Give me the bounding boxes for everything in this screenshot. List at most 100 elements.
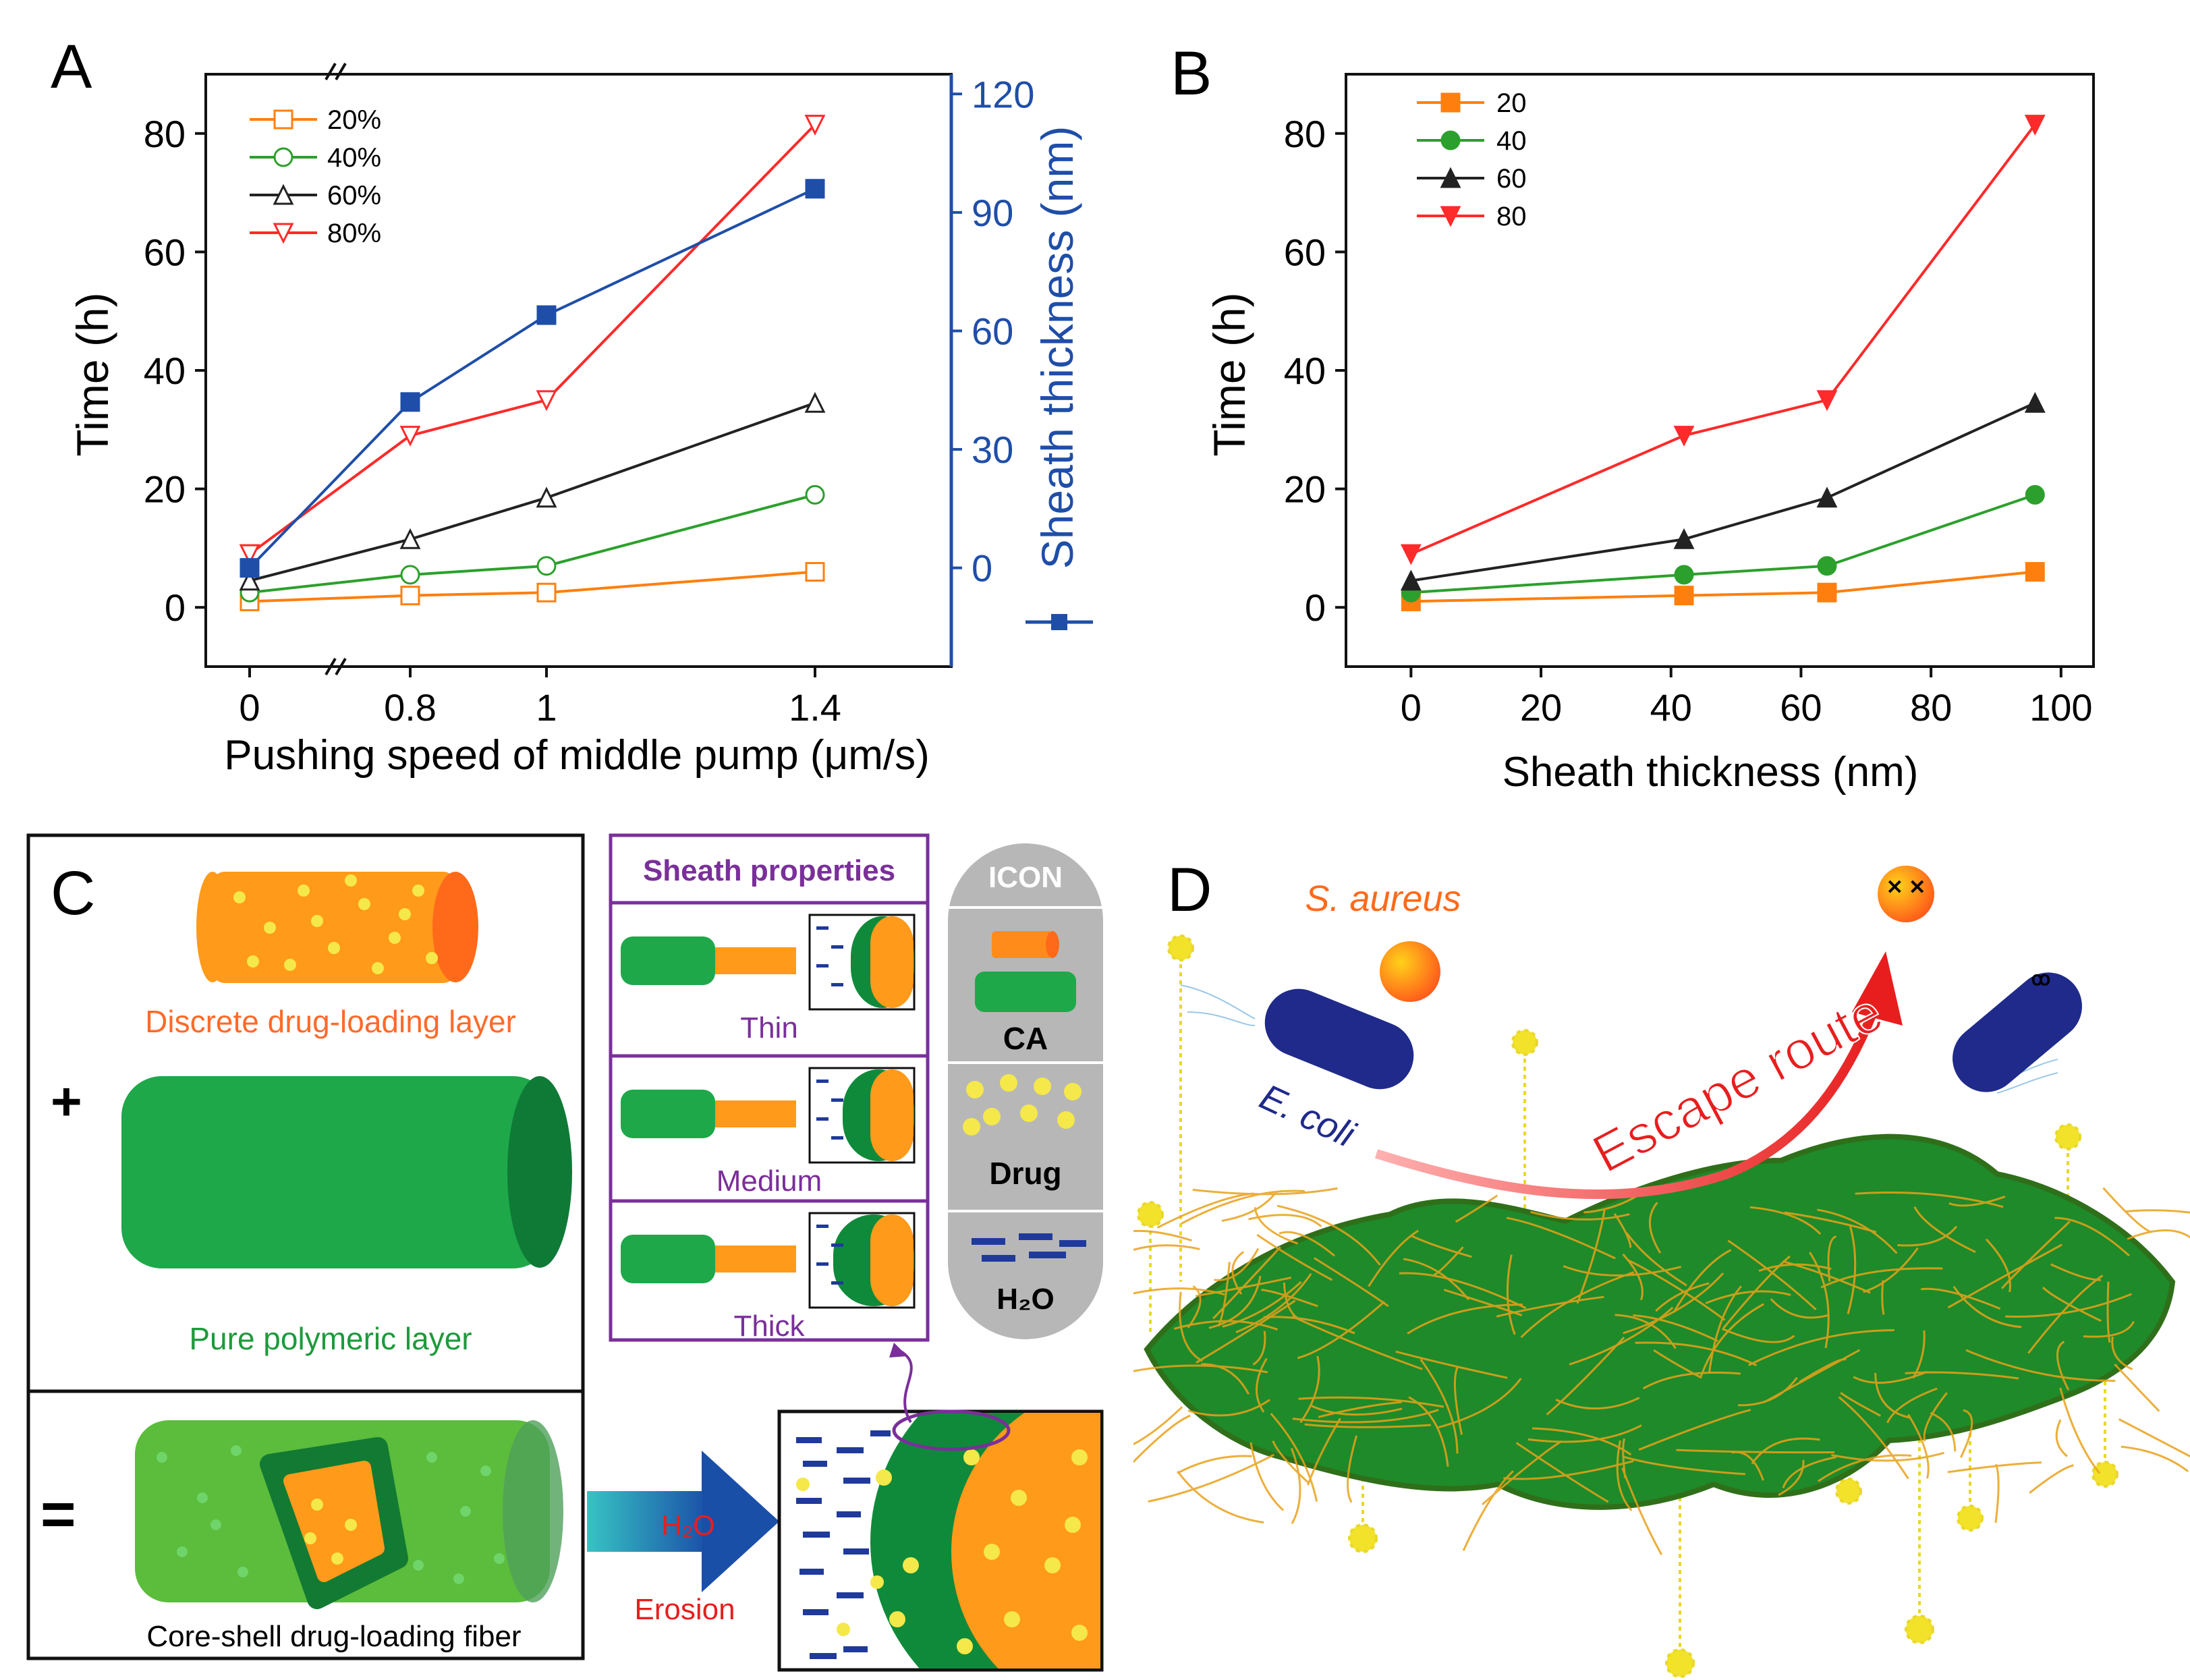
- e-coli-label: E. coli: [1254, 1076, 1361, 1155]
- water-dash: [816, 964, 829, 968]
- y-tick-label: 0: [1305, 586, 1326, 629]
- series-20pct-line: [249, 570, 816, 603]
- fiber-strand: [1254, 1207, 1299, 1245]
- s-aureus-label: S. aureus: [1305, 878, 1461, 919]
- x-tick-label: 20: [1520, 686, 1562, 729]
- series-40pct-point: [805, 484, 825, 505]
- fiber-strand: [2055, 1419, 2068, 1457]
- fiber-strand: [1623, 1455, 1746, 1476]
- fiber-strand: [1655, 1282, 1710, 1312]
- sheath-row-thick: Thick: [621, 1212, 916, 1343]
- fiber-strand: [2042, 1287, 2102, 1322]
- fiber-strand: [2005, 1293, 2133, 1318]
- fiber-strand: [1291, 1315, 1423, 1370]
- fiber-strand: [1270, 1412, 1318, 1502]
- fiber-strand: [1347, 1435, 1358, 1503]
- fiber-strand: [1272, 1440, 1310, 1484]
- series-40-point: [1674, 565, 1694, 585]
- arrow-h2o-label: H₂O: [661, 1509, 714, 1541]
- series-40pct-line: [249, 493, 816, 594]
- fiber-strand: [1555, 1397, 1640, 1410]
- fiber-strand: [1778, 1459, 1805, 1496]
- fiber-strand: [1263, 1316, 1355, 1335]
- fiber-strand: [1635, 1341, 1758, 1366]
- legend-label: 60%: [327, 181, 381, 211]
- fiber-strand: [1314, 1257, 1389, 1308]
- fiber-strand: [1874, 1372, 1911, 1419]
- sheath-row-medium: Medium: [621, 1067, 916, 1198]
- y2-tick-label: 60: [972, 310, 1013, 352]
- series-60-line: [1411, 401, 2036, 582]
- y-tick-label: 20: [144, 468, 186, 511]
- series-80pct-point: [804, 115, 826, 136]
- fiber-strand: [1256, 1357, 1268, 1413]
- e-coli-rod: [1180, 984, 1414, 1090]
- series-60pct-point: [536, 486, 557, 508]
- fiber-strand: [2029, 1464, 2074, 1494]
- fiber-strand: [1748, 1329, 1894, 1366]
- sheath-closeup-core: [870, 1214, 914, 1306]
- series-40-line: [1411, 493, 2035, 594]
- fiber-strand: [1628, 1259, 1726, 1321]
- fiber-strand: [2083, 1320, 2135, 1338]
- sheath-thickness-point: [240, 558, 260, 578]
- fiber-strand: [1527, 1424, 1642, 1443]
- y-tick-label: 40: [144, 349, 186, 392]
- panel-c-box: [26, 833, 585, 1660]
- water-dash: [831, 945, 843, 949]
- fiber-strand: [1751, 1437, 1820, 1465]
- fiber-strand: [1820, 1267, 1943, 1289]
- fiber-strand: [1727, 1239, 1817, 1311]
- fiber-strand: [2114, 1363, 2160, 1412]
- fiber-strand: [2125, 1209, 2190, 1214]
- x-tick-label: 0.8: [384, 686, 437, 729]
- legend-marker: [273, 184, 294, 205]
- fiber-strand: [1177, 1455, 1252, 1474]
- water-dash: [831, 1281, 843, 1285]
- fiber-strand: [1201, 1363, 1250, 1395]
- svg-text:✕ ✕: ✕ ✕: [1886, 876, 1926, 899]
- fiber-strand: [1897, 1225, 1958, 1247]
- legend-marker: [273, 223, 294, 244]
- fiber-strand: [1395, 1350, 1508, 1379]
- sheath-thickness-point: [536, 305, 557, 325]
- pure-polymeric-layer-cylinder: [121, 1076, 572, 1268]
- fiber-strand: [1923, 1392, 1948, 1442]
- fiber-strand: [1886, 1387, 1938, 1424]
- legend-marker: [273, 147, 293, 167]
- fiber-strand: [1799, 1358, 1847, 1383]
- escape-route-arrow: [1374, 951, 1903, 1200]
- fiber-strand: [2111, 1337, 2133, 1370]
- water-dash: [831, 983, 843, 986]
- fiber-strand: [1653, 1349, 1702, 1379]
- icon-title: ICON: [988, 861, 1063, 894]
- series-60pct-point: [399, 528, 421, 549]
- discrete-drug-layer-label: Discrete drug-loading layer: [145, 1004, 516, 1039]
- svg-text:ꝏ: ꝏ: [2031, 968, 2051, 989]
- fiber-strand: [2118, 1418, 2190, 1458]
- fiber-strand: [1722, 1255, 1791, 1329]
- sheath-rows: Thin Medium Thick: [621, 914, 916, 1343]
- fiber-strand: [1700, 1303, 1765, 1377]
- panel-a-series: [239, 115, 826, 611]
- panel-c-letter: C: [51, 859, 95, 928]
- core-shell-fiber: [135, 1420, 563, 1609]
- panel-a-x-axis: 0 0.8 1 1.4: [239, 667, 841, 729]
- fiber-strand: [1569, 1306, 1674, 1366]
- panel-a-frame: [204, 73, 953, 668]
- fiber-strand: [1503, 1460, 1634, 1480]
- series-80-point: [1400, 544, 1422, 565]
- water-dash: [816, 1225, 829, 1228]
- legend-label: 60: [1496, 164, 1527, 194]
- panel-b-xlabel: Sheath thickness (nm): [1503, 749, 1919, 795]
- fiber-strand: [1310, 1404, 1403, 1416]
- fiber-strand: [1453, 1366, 1463, 1435]
- series-60-point: [1816, 486, 1838, 508]
- sheath-closeup-core: [870, 1069, 914, 1161]
- fiber-strand: [1196, 1299, 1296, 1364]
- fiber-strand: [1708, 1285, 1742, 1373]
- fiber-strand: [1532, 1427, 1632, 1456]
- series-20pct-point: [536, 582, 557, 603]
- sheath-properties-title: Sheath properties: [643, 854, 895, 887]
- fiber-strand: [1297, 1301, 1385, 1360]
